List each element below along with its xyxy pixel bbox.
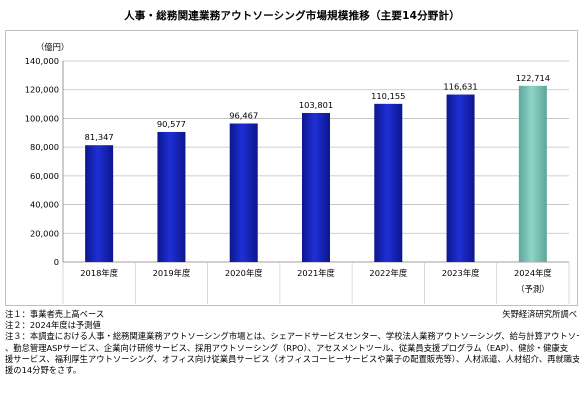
y-tick-label: 0 (54, 257, 59, 267)
data-label: 103,801 (299, 100, 333, 110)
x-tick-label: 2019年度 (153, 268, 191, 278)
chart-title: 人事・総務関連業務アウトソーシング市場規模推移（主要14分野計） (124, 10, 460, 22)
data-label: 122,714 (516, 73, 550, 83)
data-label: 90,577 (157, 119, 186, 129)
x-tick-label: 2018年度 (80, 268, 118, 278)
x-tick-label: 2021年度 (297, 268, 335, 278)
bar (157, 131, 186, 262)
y-tick-label: 60,000 (30, 171, 59, 181)
source-credit: 矢野経済研究所調べ (502, 309, 577, 319)
footnotes: 注１：事業者売上高ベース 注２：2024年度は予測値 注３：本調査における人事・… (5, 309, 579, 376)
x-tick-label: 2024年度 (514, 268, 552, 278)
y-tick-label: 140,000 (25, 56, 59, 66)
data-label: 96,467 (229, 111, 258, 121)
footnote-1: 注１：事業者売上高ベース (5, 309, 105, 319)
data-label: 81,347 (85, 132, 114, 142)
x-tick-label: 2023年度 (442, 268, 480, 278)
x-tick-label: 2020年度 (225, 268, 263, 278)
data-label: 116,631 (443, 82, 477, 92)
y-axis-unit-label: （億円） (36, 42, 69, 52)
y-tick-label: 80,000 (30, 142, 59, 152)
footnote-2: 注２：2024年度は予測値 (5, 320, 101, 331)
x-tick-sublabel: （予測） (516, 284, 549, 294)
footnote-3: 注３：本調査における人事・総務関連業務アウトソーシング市場とは、シェアードサービ… (5, 331, 579, 342)
data-label: 110,155 (371, 91, 405, 101)
bar (85, 145, 114, 262)
y-tick-label: 20,000 (30, 228, 59, 238)
y-tick-label: 100,000 (25, 113, 59, 123)
y-tick-label: 40,000 (30, 200, 59, 210)
footnote-3-cont-2: 援サービス、福利厚生アウトソーシング、オフィス向け従業員サービス（オフィスコーヒ… (5, 353, 579, 364)
chart-frame: （億円） 0 20,000 40,000 60,000 80,000 100,000 120,… (5, 30, 578, 306)
bar (302, 112, 330, 262)
bar (229, 123, 258, 263)
bar (446, 94, 475, 262)
footnote-3-cont-3: 援の14分野をさす。 (5, 365, 82, 376)
footnote-3-cont-1: 、勤怠管理ASPサービス、企業向け研修サービス、採用アウトソーシング（RPO）、… (5, 342, 568, 353)
bar (518, 85, 547, 263)
bar-chart: （億円） 0 20,000 40,000 60,000 80,000 100,000 120,… (25, 42, 570, 304)
y-tick-label: 120,000 (25, 85, 59, 95)
bar (374, 103, 403, 262)
x-tick-label: 2022年度 (369, 268, 407, 278)
